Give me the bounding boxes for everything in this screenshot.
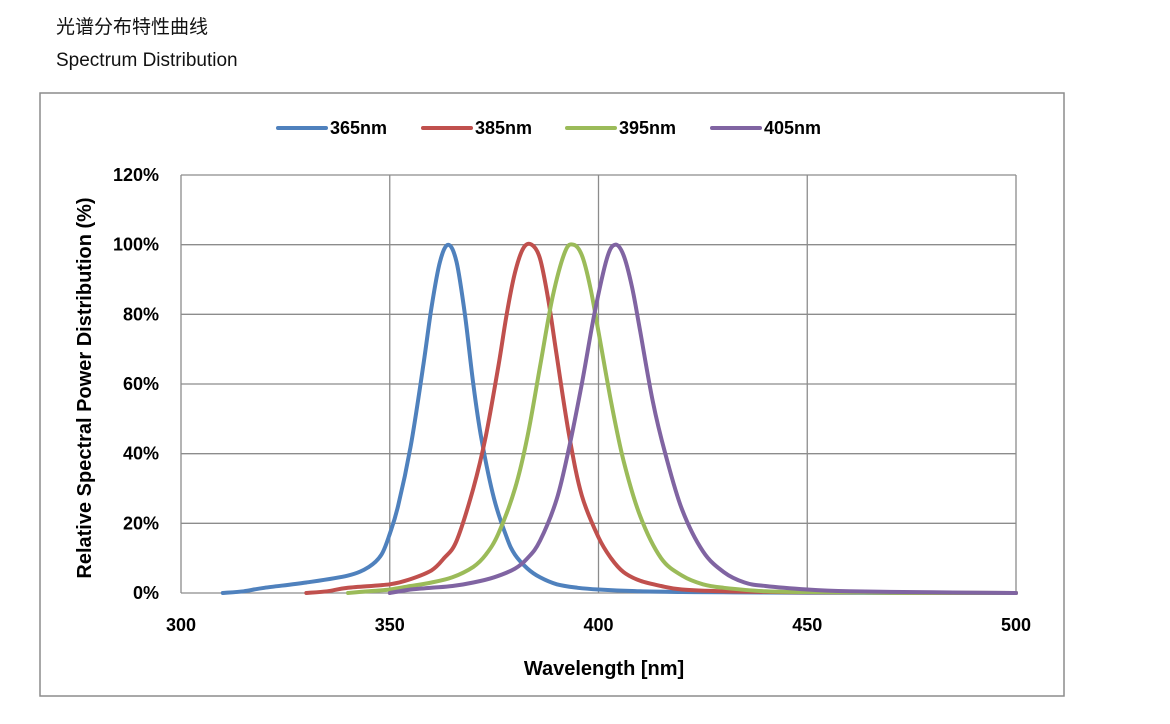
y-tick-label: 100% [113,235,159,255]
x-tick-label: 350 [375,615,405,635]
legend-label-405nm: 405nm [764,118,821,138]
y-tick-label: 20% [123,513,159,533]
chart-border [39,92,1065,697]
y-tick-label: 40% [123,444,159,464]
y-axis-label: Relative Spectral Power Distribution (%) [74,197,96,578]
series-line-385nm [304,241,1018,595]
y-tick-label: 60% [123,374,159,394]
x-tick-label: 300 [166,615,196,635]
legend: 365nm 385nm 395nm 405nm [276,118,821,138]
page-title-chinese: 光谱分布特性曲线 [56,16,209,38]
page-title-english: Spectrum Distribution [56,50,238,71]
y-tick-label: 0% [133,583,159,603]
legend-label-395nm: 395nm [619,118,676,138]
series-lines [220,241,1018,595]
x-tick-label: 450 [792,615,822,635]
tick-labels: 0% 20% 40% 60% 80% 100% 120% 300 350 400 450 500 [113,165,1031,635]
x-tick-label: 500 [1001,615,1031,635]
x-tick-label: 400 [583,615,613,635]
legend-label-365nm: 365nm [330,118,387,138]
gridlines [180,174,1017,594]
series-line-395nm [346,242,1018,595]
legend-label-385nm: 385nm [475,118,532,138]
y-tick-label: 80% [123,304,159,324]
x-axis-label: Wavelength [nm] [524,658,684,680]
series-line-365nm [220,242,1018,595]
series-line-405nm [387,242,1018,595]
y-tick-label: 120% [113,165,159,185]
